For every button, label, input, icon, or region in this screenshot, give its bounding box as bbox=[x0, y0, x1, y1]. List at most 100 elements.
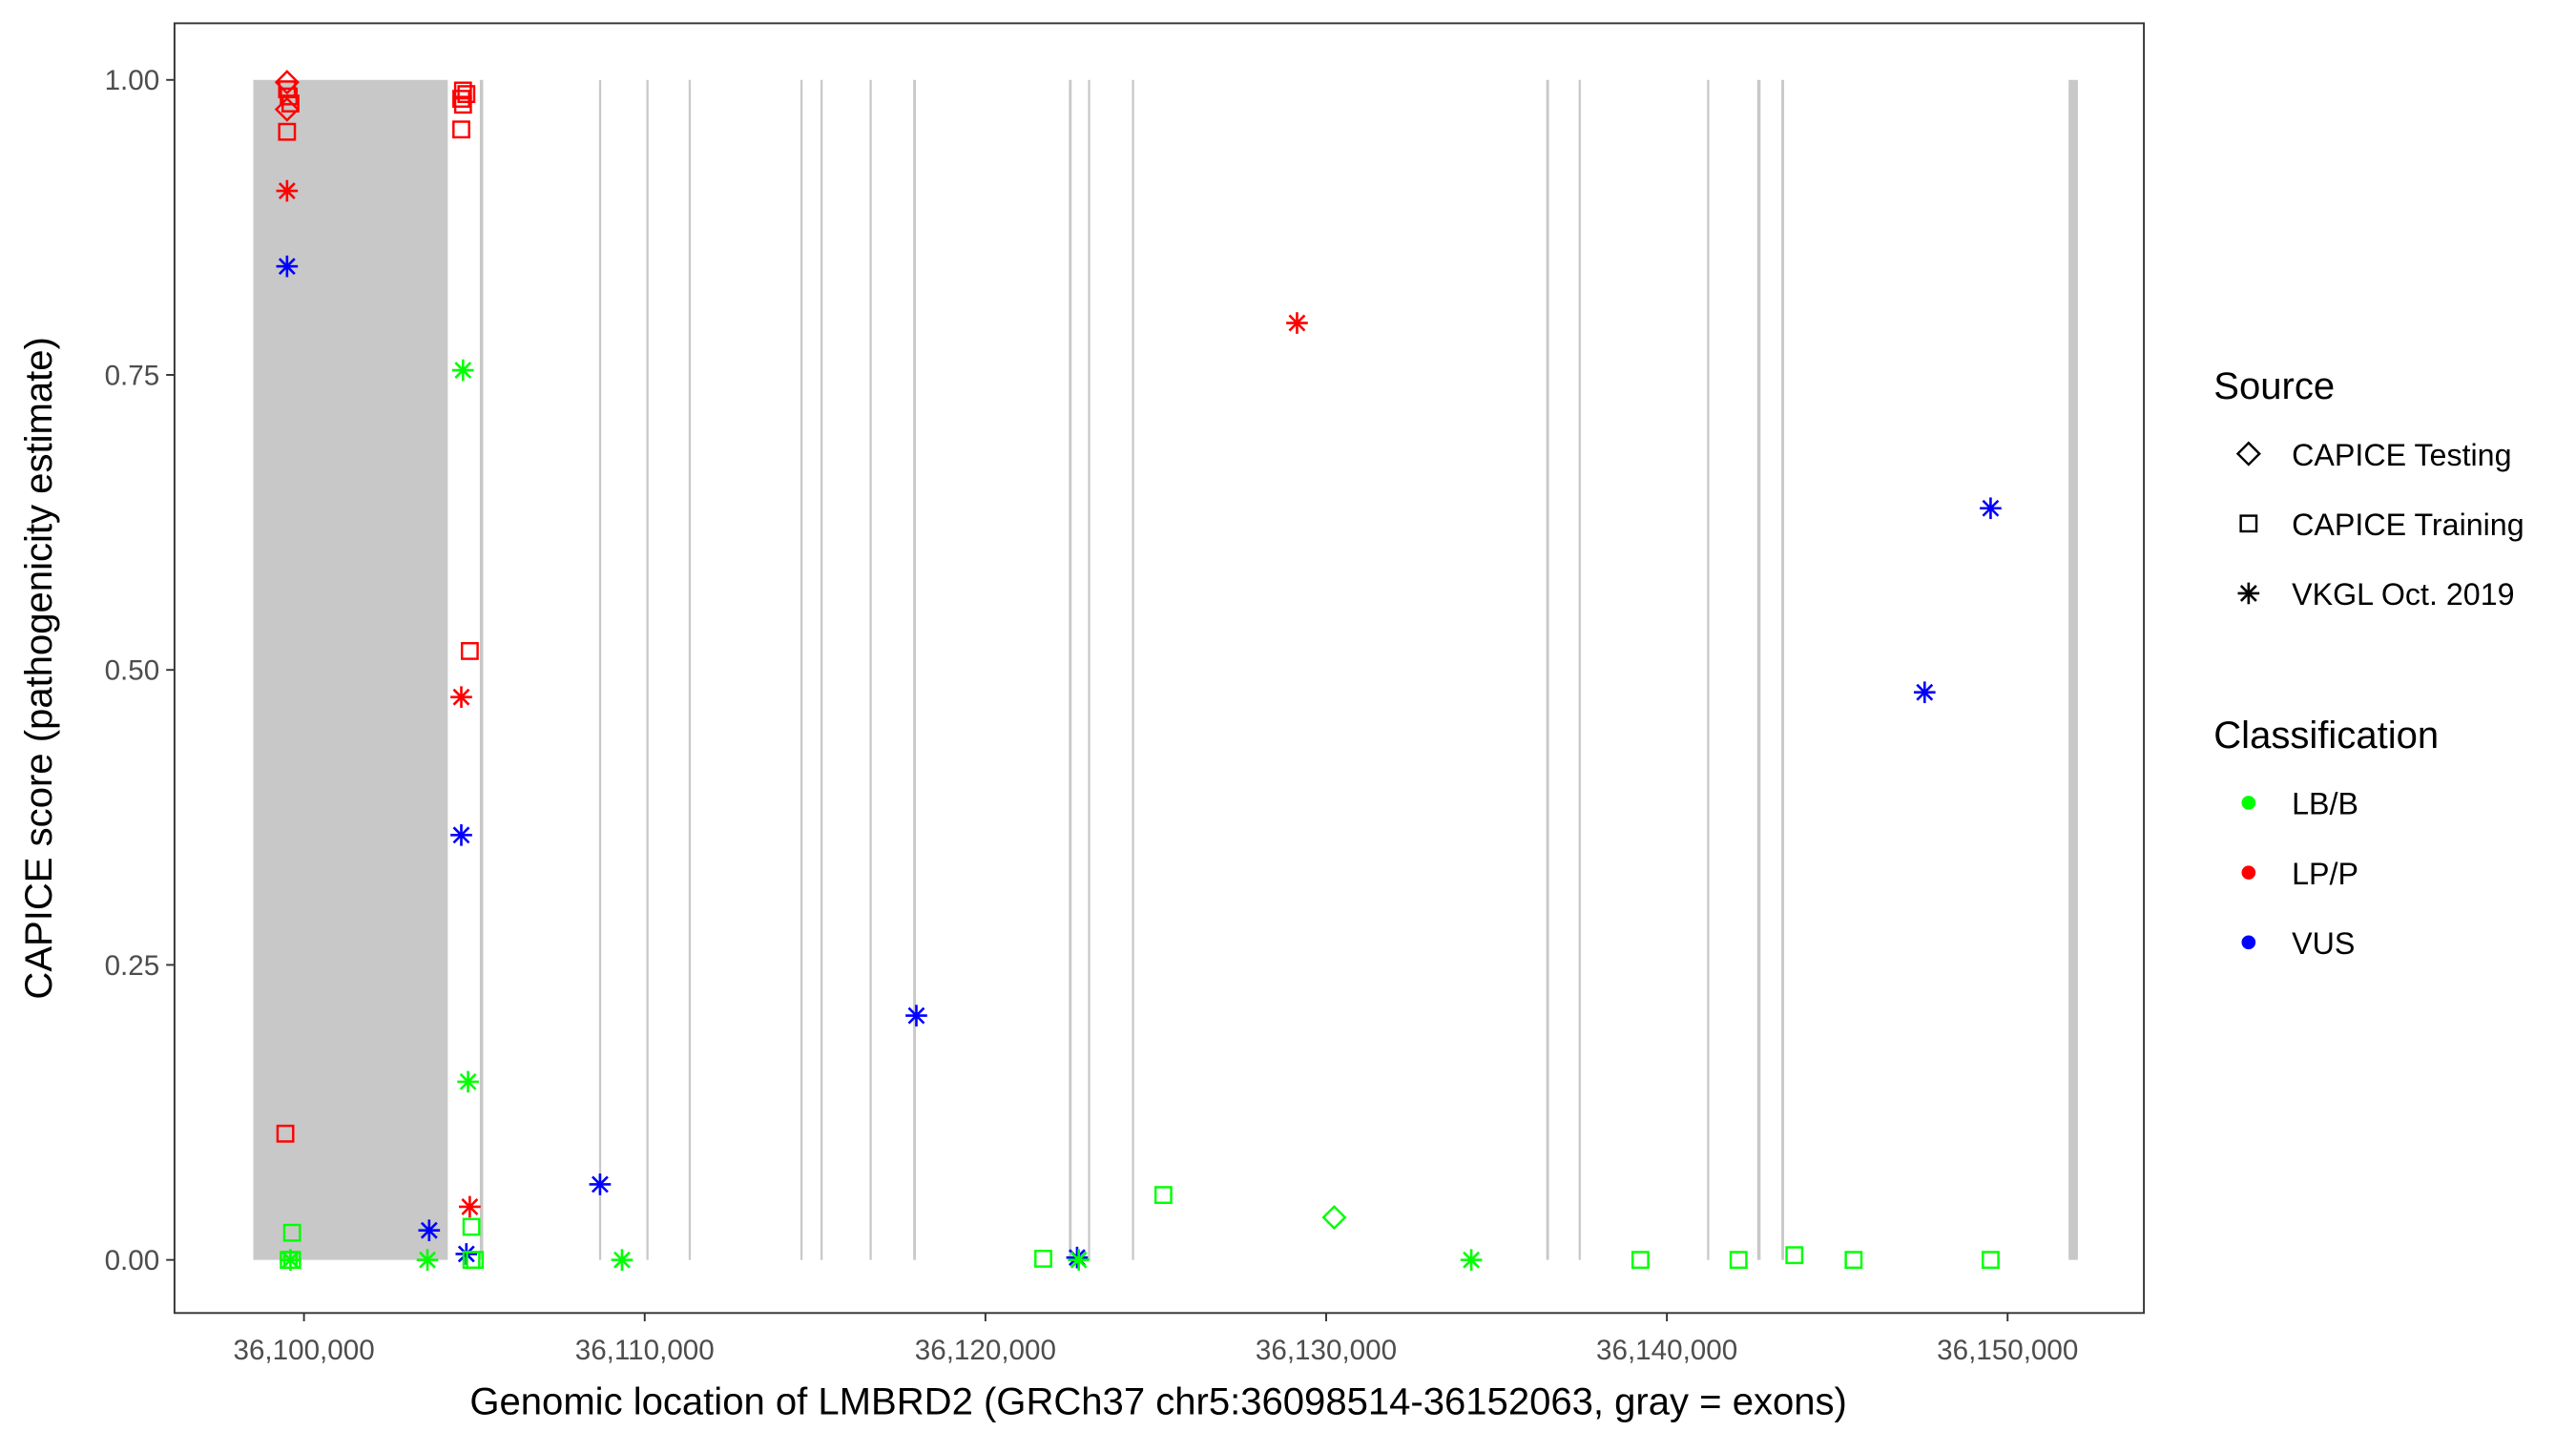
data-point bbox=[418, 1219, 441, 1242]
data-point bbox=[450, 686, 472, 708]
data-point bbox=[276, 1124, 295, 1143]
y-tick-label: 1.00 bbox=[105, 65, 160, 96]
data-points bbox=[274, 70, 2002, 1271]
legend-key-dot-icon bbox=[2241, 865, 2256, 880]
data-point bbox=[1785, 1246, 1804, 1265]
exon-band bbox=[1546, 79, 1549, 1260]
x-tick-label: 36,120,000 bbox=[915, 1335, 1056, 1366]
data-point bbox=[460, 642, 479, 660]
exon-band bbox=[800, 79, 803, 1260]
x-tick-label: 36,130,000 bbox=[1256, 1335, 1397, 1366]
data-point bbox=[281, 94, 300, 113]
exon-band bbox=[479, 79, 484, 1260]
data-point bbox=[276, 255, 299, 278]
exon-band bbox=[1781, 79, 1784, 1260]
data-point bbox=[450, 824, 472, 846]
asterisk-stroke bbox=[454, 362, 472, 379]
y-tick-label: 0.50 bbox=[105, 655, 160, 687]
data-point bbox=[589, 1173, 612, 1195]
y-axis: 0.00 0.25 0.50 0.75 1.00 bbox=[105, 65, 175, 1276]
data-point bbox=[466, 1251, 485, 1270]
data-point bbox=[452, 120, 470, 139]
legend-key-dot-icon bbox=[2241, 935, 2256, 950]
data-point bbox=[276, 179, 299, 202]
data-point bbox=[457, 1070, 479, 1093]
legend-label: LP/P bbox=[2292, 857, 2358, 891]
legend: Source CAPICE Testing CAPICE Training VKGL … bbox=[2213, 365, 2524, 961]
asterisk-stroke bbox=[452, 826, 470, 844]
x-tick-label: 36,140,000 bbox=[1596, 1335, 1737, 1366]
asterisk-stroke bbox=[461, 1198, 479, 1215]
asterisk-stroke bbox=[613, 1251, 631, 1269]
data-point bbox=[1980, 497, 2002, 520]
asterisk-stroke bbox=[2239, 585, 2257, 602]
data-point bbox=[1286, 312, 1308, 334]
data-point bbox=[451, 359, 474, 382]
exon-band bbox=[1578, 79, 1581, 1260]
legend-label: VKGL Oct. 2019 bbox=[2292, 577, 2514, 612]
legend-title: Source bbox=[2213, 365, 2335, 407]
plot-panel-border bbox=[173, 22, 2146, 1315]
data-point bbox=[905, 1005, 927, 1027]
exon-band bbox=[598, 79, 602, 1260]
asterisk-stroke bbox=[907, 1006, 925, 1025]
legend-key-diamond-icon bbox=[2235, 441, 2261, 467]
asterisk-stroke bbox=[1070, 1251, 1088, 1269]
exon-band bbox=[821, 79, 823, 1260]
exon-band bbox=[253, 79, 448, 1260]
data-point bbox=[1844, 1251, 1863, 1270]
data-point bbox=[1982, 1251, 2000, 1270]
legend-label: VUS bbox=[2292, 926, 2355, 961]
exon-bands bbox=[253, 79, 2078, 1260]
exon-band bbox=[1069, 79, 1072, 1260]
data-point bbox=[459, 1195, 481, 1218]
asterisk-stroke bbox=[278, 182, 296, 199]
data-point bbox=[282, 1223, 301, 1242]
data-point bbox=[1913, 681, 1936, 704]
exon-band bbox=[913, 79, 917, 1260]
x-axis: 36,100,000 36,110,000 36,120,000 36,130,000… bbox=[234, 1313, 2078, 1366]
legend-label: LB/B bbox=[2292, 787, 2358, 821]
data-point bbox=[278, 122, 297, 141]
asterisk-stroke bbox=[459, 1072, 477, 1090]
exon-band bbox=[1132, 79, 1134, 1260]
data-point bbox=[462, 1217, 481, 1236]
data-point bbox=[1153, 1186, 1173, 1205]
x-tick-label: 36,150,000 bbox=[1937, 1335, 2078, 1366]
exon-band bbox=[688, 79, 692, 1260]
asterisk-stroke bbox=[1982, 499, 2000, 517]
y-tick-label: 0.00 bbox=[105, 1245, 160, 1276]
data-point bbox=[1729, 1251, 1748, 1270]
exon-band bbox=[2068, 79, 2078, 1260]
legend-title: Classification bbox=[2213, 715, 2439, 757]
asterisk-stroke bbox=[1288, 314, 1306, 332]
y-tick-label: 0.25 bbox=[105, 950, 160, 982]
asterisk-stroke bbox=[419, 1251, 436, 1269]
asterisk-stroke bbox=[420, 1221, 438, 1239]
data-point bbox=[274, 96, 300, 122]
data-point bbox=[1034, 1250, 1052, 1268]
exon-band bbox=[1707, 79, 1710, 1260]
data-point bbox=[1321, 1205, 1347, 1231]
x-tick-label: 36,110,000 bbox=[575, 1335, 715, 1366]
exon-band bbox=[1756, 79, 1761, 1260]
legend-key-asterisk-icon bbox=[2237, 582, 2260, 605]
data-point bbox=[1068, 1249, 1091, 1271]
data-point bbox=[274, 70, 300, 95]
data-point bbox=[453, 95, 472, 114]
x-axis-title: Genomic location of LMBRD2 (GRCh37 chr5:… bbox=[469, 1381, 1847, 1423]
exon-band bbox=[646, 79, 649, 1260]
x-tick-label: 36,100,000 bbox=[234, 1335, 375, 1366]
legend-label: CAPICE Training bbox=[2292, 508, 2524, 542]
asterisk-stroke bbox=[591, 1175, 609, 1193]
data-point bbox=[416, 1249, 439, 1271]
exon-band bbox=[1088, 79, 1091, 1260]
data-point bbox=[1631, 1251, 1650, 1270]
asterisk-stroke bbox=[278, 258, 296, 276]
legend-key-dot-icon bbox=[2241, 796, 2256, 810]
y-tick-label: 0.75 bbox=[105, 360, 160, 391]
data-point bbox=[611, 1249, 634, 1271]
exon-band bbox=[869, 79, 872, 1260]
